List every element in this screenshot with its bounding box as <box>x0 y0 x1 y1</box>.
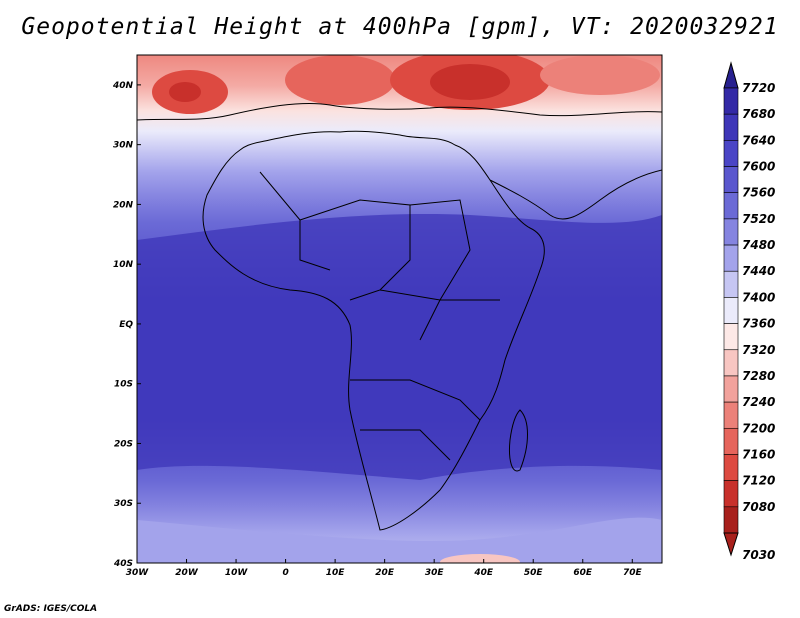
colorbar-swatch <box>723 297 739 324</box>
colorbar-swatch <box>723 480 739 508</box>
colorbar: 7720 7680 7640 7600 7560 7520 7480 7440 7400 7360… <box>723 61 775 562</box>
colorbar-swatch <box>723 192 739 220</box>
colorbar-swatch <box>723 113 739 141</box>
longitude-axis: 30W 20W 10W 0 10E 20E 30E 40E 50E 60E 70E <box>126 559 643 578</box>
colorbar-label: 7080 <box>742 500 775 514</box>
colorbar-label: 7240 <box>742 395 775 409</box>
colorbar-swatch <box>723 244 739 272</box>
lon-tick-label: 20W <box>175 568 199 578</box>
lon-tick-label: 30W <box>126 568 150 578</box>
lat-tick-label: 20S <box>114 439 133 449</box>
lat-tick-label: 40N <box>112 81 134 91</box>
lat-tick-label: 10N <box>113 260 134 270</box>
colorbar-swatch <box>723 454 739 481</box>
colorbar-swatch <box>723 218 739 246</box>
colorbar-swatch <box>723 506 739 534</box>
colorbar-top-arrow <box>723 61 739 89</box>
colorbar-bottom-arrow <box>723 532 739 557</box>
colorbar-label: 7640 <box>742 133 775 147</box>
colorbar-label: 7400 <box>742 290 775 304</box>
colorbar-label: 7560 <box>742 186 775 200</box>
colorbar-swatch <box>723 270 739 298</box>
lon-tick-label: 70E <box>623 568 643 578</box>
lon-tick-label: 0 <box>282 568 288 578</box>
map-title: Geopotential Height at 400hPa [gpm], VT:… <box>21 14 779 40</box>
colorbar-swatch <box>723 427 739 455</box>
lon-tick-label: 60E <box>573 568 593 578</box>
colorbar-label: 7280 <box>742 369 775 383</box>
colorbar-label: 7200 <box>742 421 775 435</box>
lon-tick-label: 20E <box>375 568 395 578</box>
lon-tick-label: 50E <box>524 568 544 578</box>
coastlines <box>137 102 662 531</box>
lat-tick-label: 30S <box>114 499 133 509</box>
colorbar-label: 7720 <box>742 81 775 95</box>
colorbar-label: 7520 <box>742 212 775 226</box>
lat-tick-label: EQ <box>119 320 133 330</box>
lat-tick-label: 40S <box>113 559 133 569</box>
colorbar-label: 7030 <box>742 548 775 562</box>
lon-tick-label: 10W <box>225 568 249 578</box>
lat-tick-label: 10S <box>114 380 133 390</box>
colorbar-label: 7680 <box>742 107 775 121</box>
colorbar-label: 7360 <box>742 317 775 331</box>
lon-tick-label: 30E <box>425 568 445 578</box>
latitude-axis: 40N 30N 20N 10N EQ 10S 20S 30S 40S <box>112 81 141 569</box>
grads-credit: GrADS: IGES/COLA <box>4 604 98 614</box>
height-field <box>137 55 662 563</box>
colorbar-label: 7320 <box>742 343 775 357</box>
colorbar-swatch <box>723 140 739 167</box>
colorbar-label: 7480 <box>742 238 775 252</box>
colorbar-swatch <box>723 323 739 351</box>
colorbar-label: 7160 <box>742 447 775 461</box>
colorbar-label: 7440 <box>742 264 775 278</box>
colorbar-swatch <box>723 87 739 115</box>
lat-tick-label: 30N <box>113 141 134 151</box>
colorbar-swatch <box>723 401 739 429</box>
colorbar-swatch <box>723 166 739 194</box>
colorbar-label: 7600 <box>742 160 775 174</box>
map-frame <box>136 54 663 564</box>
lon-tick-label: 40E <box>473 568 494 578</box>
colorbar-label: 7120 <box>742 474 775 488</box>
lat-tick-label: 20N <box>113 200 134 210</box>
lon-tick-label: 10E <box>326 568 346 578</box>
colorbar-swatch <box>723 375 739 403</box>
colorbar-swatch <box>723 349 739 377</box>
